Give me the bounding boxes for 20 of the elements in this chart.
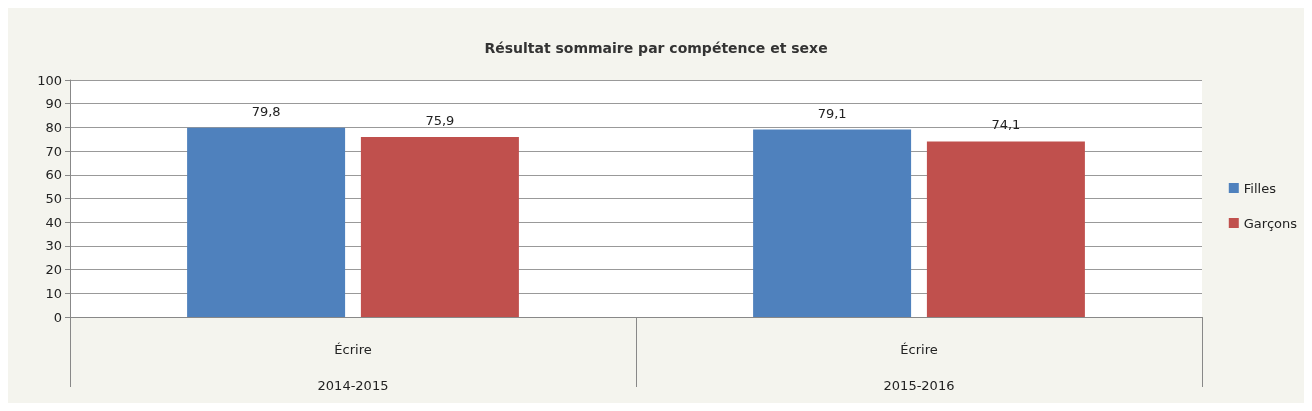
- y-tick-label: 100: [37, 72, 62, 88]
- chart-title: Résultat sommaire par compétence et sexe: [484, 40, 828, 56]
- y-tick-label: 50: [45, 191, 62, 206]
- y-tick-label: 80: [45, 119, 62, 135]
- y-tick-label: 90: [45, 96, 62, 112]
- category-label: Écrire 2015-2016: [883, 341, 955, 393]
- y-tick-label: 20: [45, 262, 62, 278]
- y-tick-label: 10: [45, 285, 62, 301]
- data-label: 75,9: [425, 113, 455, 129]
- y-tick-label: 0: [53, 309, 62, 325]
- y-tick-label: 40: [45, 214, 62, 230]
- y-tick-label: 70: [45, 143, 62, 159]
- data-label: 74,1: [991, 117, 1021, 133]
- y-tick-label: 30: [45, 238, 62, 254]
- legend-label: Garçons: [1243, 215, 1298, 231]
- legend-label: Filles: [1243, 180, 1277, 196]
- category-label: Écrire 2014-2015: [317, 341, 389, 393]
- y-tick-label: 60: [45, 167, 62, 183]
- data-label: 79,1: [817, 105, 847, 121]
- data-label: 79,8: [251, 103, 281, 119]
